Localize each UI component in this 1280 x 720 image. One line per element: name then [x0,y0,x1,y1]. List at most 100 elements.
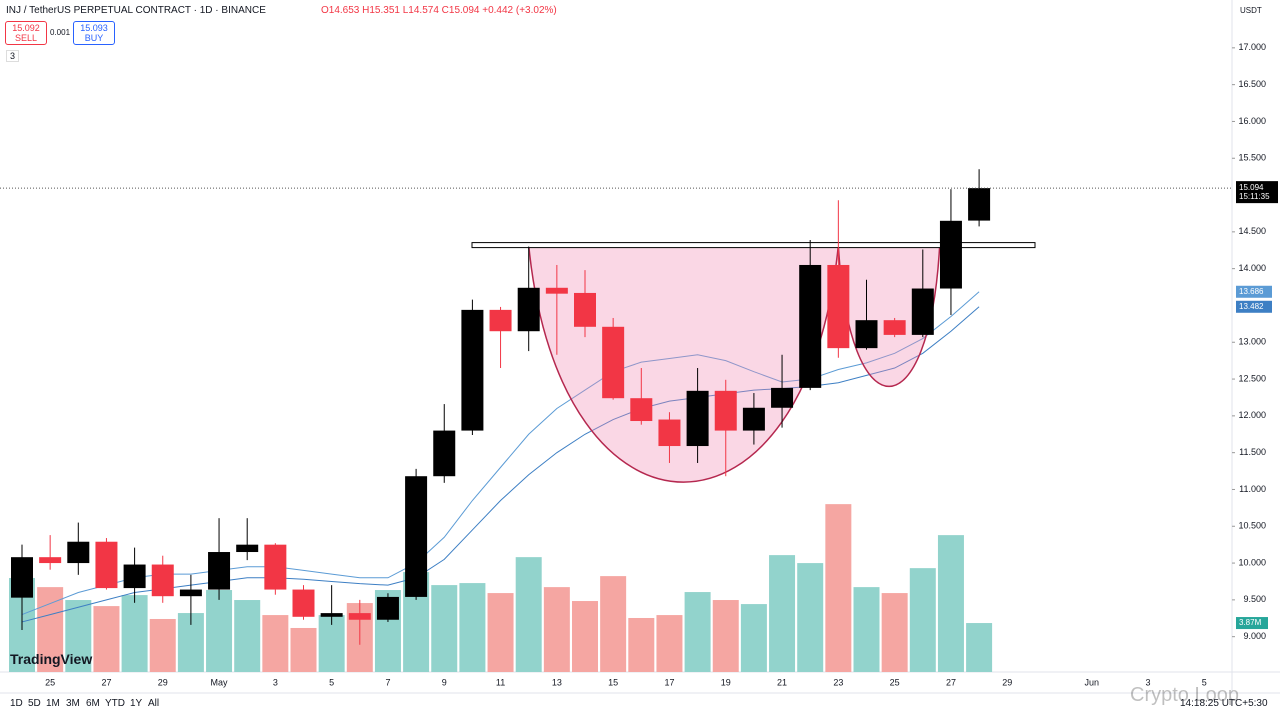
x-tick-label: May [211,677,229,687]
x-tick-label: 3 [273,677,278,687]
buy-price: 15.093 [80,23,108,33]
volume-bar [769,555,796,672]
candle-body [461,309,484,431]
candle-body [771,387,794,408]
x-tick-label: 5 [329,677,334,687]
price-label: 15.094 [1239,183,1264,192]
candle-body [405,476,428,597]
candle-body [123,564,146,589]
x-tick-label: 25 [890,677,900,687]
volume-bar [909,568,936,672]
range-button[interactable]: All [148,698,160,709]
candle-body [67,541,90,564]
candle-body [348,613,371,620]
sell-button[interactable]: 15.092 SELL [5,21,47,45]
x-tick-label: 17 [664,677,674,687]
ma-label: 13.686 [1239,287,1264,296]
volume-bar [93,606,120,672]
candle-body [292,589,315,617]
range-button[interactable]: 1M [46,698,60,709]
x-tick-label: 25 [45,677,55,687]
candle-body [574,292,596,327]
symbol: INJ / TetherUS PERPETUAL CONTRACT · 1D ·… [6,5,266,16]
candle-body [376,596,399,620]
volume-bar [431,585,458,672]
candle-body [827,264,850,349]
volume-bar [628,617,655,672]
candle-body [517,287,540,332]
volume-bar [206,590,233,672]
range-button[interactable]: 1D [10,698,23,709]
x-tick-label: 23 [833,677,843,687]
candle-body [686,390,709,447]
ohlc: O14.653 H15.351 L14.574 C15.094 +0.442 (… [321,5,557,16]
x-tick-label: 11 [496,677,505,687]
x-tick-label: 3 [1145,677,1150,687]
volume-bar [487,593,514,672]
volume-bar [459,583,486,672]
candle-body [968,188,991,221]
volume-bar [572,601,598,672]
y-tick-label: 14.500 [1238,226,1266,236]
ma-tag [1236,285,1272,298]
x-tick-label: 5 [1202,677,1207,687]
volume-bar [290,627,317,672]
x-tick-label: 27 [101,677,111,687]
volume-bar [853,587,880,672]
x-tick-label: 15 [608,677,618,687]
x-tick-label: 21 [777,677,787,687]
range-button[interactable]: 5D [28,698,41,709]
countdown: 15:11:35 [1239,192,1270,201]
currency[interactable]: USDT [1240,6,1262,15]
y-tick-label: 13.000 [1238,337,1266,347]
candle-body [236,544,259,553]
volume-bar [712,600,739,672]
cup-pattern [527,244,840,483]
volume-label: 3.87M [1239,618,1262,627]
range-button[interactable]: 6M [86,698,100,709]
range-button[interactable]: 3M [66,698,80,709]
candle-body [602,326,625,399]
logo: TradingView [10,651,93,667]
y-tick-label: 16.000 [1238,116,1266,126]
x-tick-label: 19 [721,677,731,687]
x-tick-label: 9 [442,677,447,687]
candle-body [630,398,653,422]
buy-button[interactable]: 15.093 BUY [73,21,115,45]
clock: 14:18:25 UTC+5:30 [1180,698,1268,709]
watermark: Crypto Loop [1130,684,1239,706]
x-tick-label: Jun [1084,677,1099,687]
range-button[interactable]: 1Y [130,698,143,709]
x-tick-label: 27 [946,677,956,687]
x-tick-label: 29 [158,677,168,687]
volume-bar [797,563,824,672]
volume-bar [543,587,570,672]
candle-body [320,613,343,617]
volume-bar [600,576,627,672]
x-tick-label: 29 [1002,677,1012,687]
resistance-line [471,242,1036,249]
y-tick-label: 17.000 [1238,42,1266,52]
ma-label: 13.482 [1239,302,1264,311]
candle-body [939,220,962,289]
sell-price: 15.092 [12,23,40,33]
y-tick-label: 12.500 [1238,373,1266,383]
volume-tag [1236,617,1268,630]
y-tick-label: 10.000 [1238,557,1266,567]
y-tick-label: 16.500 [1238,79,1266,89]
spread: 0.001 [50,28,71,37]
y-tick-label: 11.500 [1239,447,1266,457]
y-tick-label: 10.500 [1238,521,1266,531]
y-tick-label: 9.000 [1243,631,1266,641]
indicator-count[interactable]: 3 [6,50,20,62]
volume-bar [684,592,711,672]
candle-body [883,320,906,335]
buy-label: BUY [84,33,104,43]
range-button[interactable]: YTD [105,698,125,709]
volume-bar [65,600,92,672]
candle-body [208,552,231,590]
y-tick-label: 14.000 [1238,263,1266,273]
y-tick-label: 12.000 [1238,410,1266,420]
volume-bar [121,595,148,672]
